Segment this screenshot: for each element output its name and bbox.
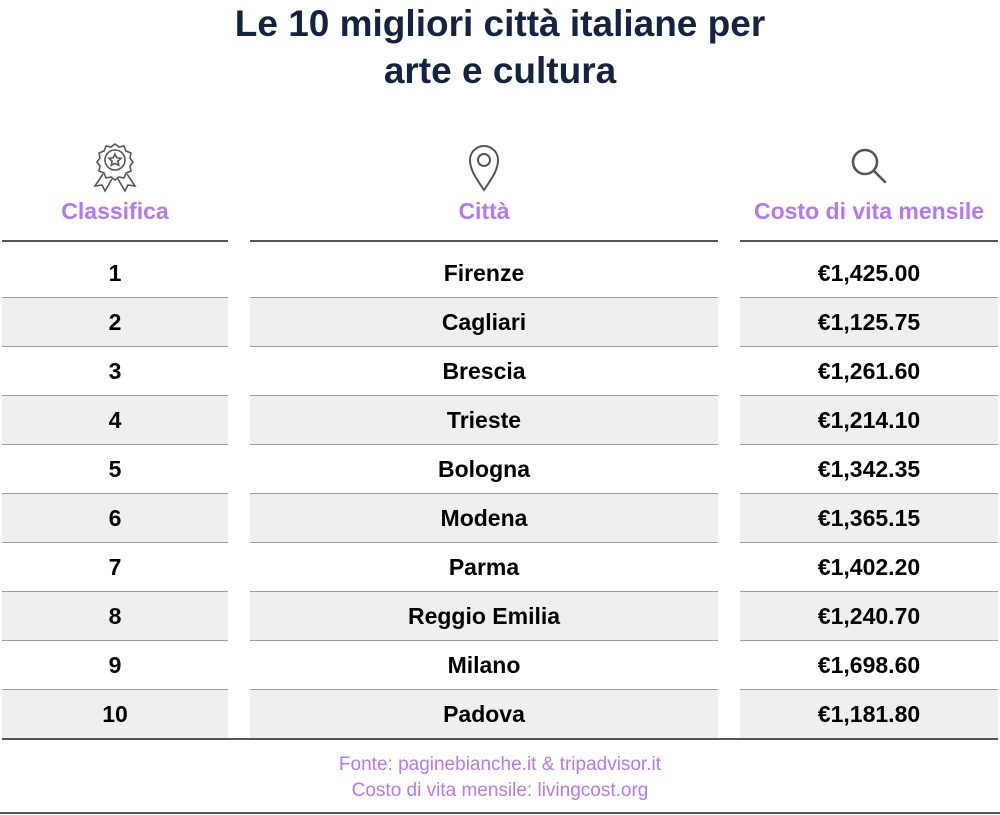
rank-cell: 1 bbox=[2, 249, 228, 298]
rank-cell: 8 bbox=[2, 592, 228, 641]
header-divider bbox=[740, 240, 998, 242]
title-line-1: Le 10 migliori città italiane per bbox=[234, 3, 766, 44]
city-cell: Milano bbox=[250, 641, 718, 690]
page-title: Le 10 migliori città italiane per arte e… bbox=[0, 0, 1000, 94]
header-divider bbox=[2, 240, 228, 242]
footer-divider bbox=[0, 812, 1000, 814]
title-line-2: arte e cultura bbox=[383, 50, 617, 91]
cost-cell: €1,240.70 bbox=[740, 592, 998, 641]
cost-cell: €1,181.80 bbox=[740, 690, 998, 738]
city-cell: Modena bbox=[250, 494, 718, 543]
cost-cell: €1,402.20 bbox=[740, 543, 998, 592]
rank-cell: 4 bbox=[2, 396, 228, 445]
column-header-rank: Classifica bbox=[61, 198, 169, 224]
city-cell: Trieste bbox=[250, 396, 718, 445]
column-header-city: Città bbox=[458, 198, 510, 224]
cost-cell: €1,261.60 bbox=[740, 347, 998, 396]
city-cell: Parma bbox=[250, 543, 718, 592]
cost-cell: €1,425.00 bbox=[740, 249, 998, 298]
column-header-cost: Costo di vita mensile bbox=[753, 198, 985, 224]
rank-cell: 7 bbox=[2, 543, 228, 592]
header-divider bbox=[250, 240, 718, 242]
city-cell: Cagliari bbox=[250, 298, 718, 347]
city-cell: Bologna bbox=[250, 445, 718, 494]
source-footer: Fonte: paginebianche.it & tripadvisor.it… bbox=[0, 752, 1000, 804]
rank-cell: 9 bbox=[2, 641, 228, 690]
cost-cell: €1,698.60 bbox=[740, 641, 998, 690]
city-cell: Firenze bbox=[250, 249, 718, 298]
cost-cells: €1,425.00 €1,125.75 €1,261.60 €1,214.10 … bbox=[740, 249, 998, 738]
rank-cell: 10 bbox=[2, 690, 228, 738]
award-badge-icon bbox=[87, 140, 143, 196]
rank-cell: 3 bbox=[2, 347, 228, 396]
cost-cell: €1,125.75 bbox=[740, 298, 998, 347]
city-cell: Reggio Emilia bbox=[250, 592, 718, 641]
city-cell: Brescia bbox=[250, 347, 718, 396]
cost-cell: €1,214.10 bbox=[740, 396, 998, 445]
rank-cell: 6 bbox=[2, 494, 228, 543]
city-cell: Padova bbox=[250, 690, 718, 738]
table-bottom-divider bbox=[2, 738, 998, 740]
rank-cells: 1 2 3 4 5 6 7 8 9 10 bbox=[2, 249, 228, 738]
cost-cell: €1,365.15 bbox=[740, 494, 998, 543]
search-icon bbox=[841, 140, 897, 196]
city-cells: Firenze Cagliari Brescia Trieste Bologna… bbox=[250, 249, 718, 738]
map-pin-icon bbox=[456, 140, 512, 196]
rank-cell: 5 bbox=[2, 445, 228, 494]
source-line-1: Fonte: paginebianche.it & tripadvisor.it bbox=[338, 754, 662, 775]
source-line-2: Costo di vita mensile: livingcost.org bbox=[351, 780, 649, 801]
rank-cell: 2 bbox=[2, 298, 228, 347]
cost-cell: €1,342.35 bbox=[740, 445, 998, 494]
